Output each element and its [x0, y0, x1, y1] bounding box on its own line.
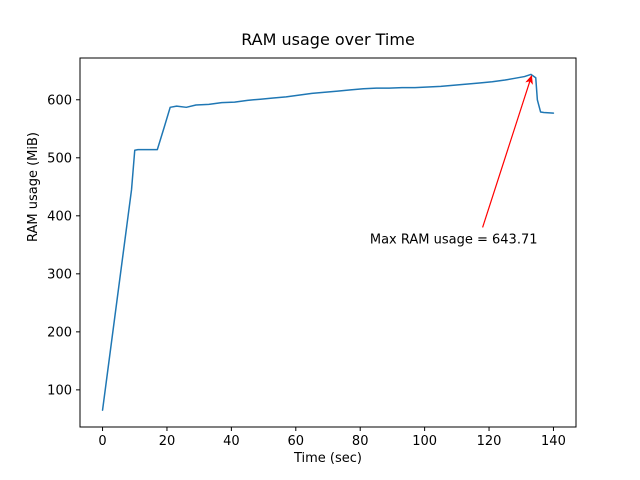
- x-tick-label: 60: [288, 434, 305, 449]
- annotation-text: Max RAM usage = 643.71: [370, 233, 538, 248]
- chart-title: RAM usage over Time: [241, 30, 415, 49]
- x-tick-label: 40: [223, 434, 240, 449]
- axes-layer: 0 20 40 60 80 100 120 140 100 200 300 400 500 600: [47, 57, 577, 449]
- annotation-layer: Max RAM usage = 643.71: [370, 75, 538, 248]
- series-layer: [101, 73, 555, 411]
- y-tick-label: 200: [47, 325, 72, 340]
- y-tick-label: 500: [47, 151, 72, 166]
- y-tick-label: 300: [47, 267, 72, 282]
- x-tick-label: 100: [412, 434, 437, 449]
- y-tick-label: 600: [47, 93, 72, 108]
- x-tick-label: 20: [159, 434, 176, 449]
- x-tick-label: 0: [98, 434, 106, 449]
- x-tick-label: 140: [541, 434, 566, 449]
- ram-usage-line: [101, 73, 555, 411]
- y-tick-label: 400: [47, 209, 72, 224]
- x-axis-label: Time (sec): [293, 451, 362, 466]
- x-tick-label: 80: [352, 434, 369, 449]
- y-tick-label: 100: [47, 383, 72, 398]
- annotation-arrow: [482, 75, 533, 228]
- axes-spines: [79, 57, 577, 428]
- x-tick-label: 120: [477, 434, 502, 449]
